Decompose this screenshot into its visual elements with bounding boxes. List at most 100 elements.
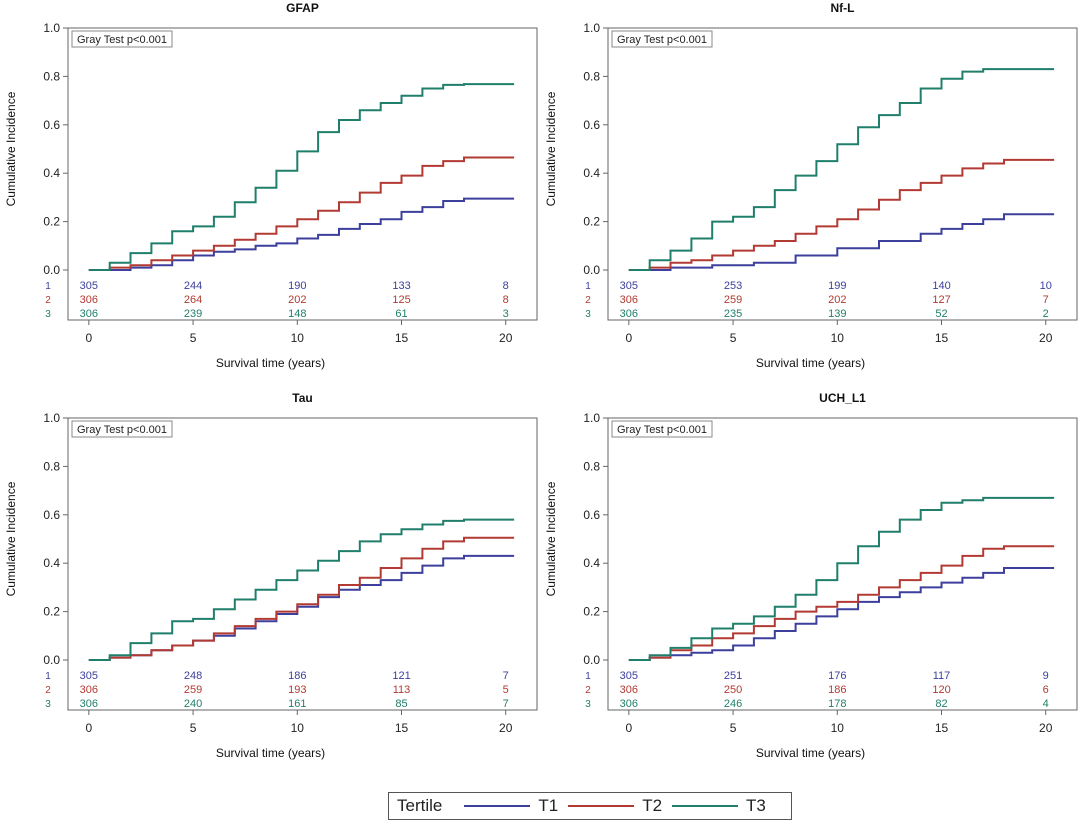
y-axis-label: Cumulative Incidence [4, 91, 18, 206]
series-line-t1 [88, 554, 515, 661]
risk-table-cell: 8 [503, 280, 509, 292]
y-tick-label: 0.0 [43, 263, 60, 277]
legend-line-t3 [672, 805, 739, 807]
risk-table-cell: 253 [724, 280, 742, 292]
plot-frame [607, 417, 1078, 711]
x-tick-label: 20 [499, 721, 513, 735]
y-tick-label: 0.2 [583, 215, 600, 229]
legend-line-t2 [568, 805, 635, 807]
y-axis-label: Cumulative Incidence [4, 481, 18, 596]
risk-table-cell: 148 [288, 308, 306, 320]
risk-table-cell: 85 [395, 698, 407, 710]
series-line-t2 [88, 536, 515, 661]
y-tick-label: 0.8 [583, 459, 600, 473]
risk-table-cell: 161 [288, 698, 306, 710]
risk-table-cell: 7 [503, 698, 509, 710]
risk-table-cell: 202 [288, 294, 306, 306]
chart-title: UCH_L1 [819, 391, 866, 405]
chart-panel-tau: Tau 0.0 0.2 0.4 0.6 0.8 1.0 0 5 10 15 20 Survival ti… [0, 390, 540, 770]
x-tick-label: 15 [935, 721, 949, 735]
risk-table-cell: 239 [184, 308, 202, 320]
x-tick-label: 20 [1039, 721, 1053, 735]
gray-test-annotation: Gray Test p<0.001 [71, 30, 173, 48]
y-tick-label: 0.2 [583, 605, 600, 619]
risk-table-cell: 61 [395, 308, 407, 320]
risk-table-cell: 251 [724, 670, 742, 682]
legend-entry-t3: T3 [672, 796, 766, 816]
risk-table-cell: 202 [828, 294, 846, 306]
annotation-box [71, 30, 173, 48]
risk-table-cell: 305 [620, 280, 638, 292]
chart-uchl1: UCH_L1 0.0 0.2 0.4 0.6 0.8 1.0 0 5 10 15 20 Survival… [544, 391, 1078, 760]
annotation-text: Gray Test p<0.001 [617, 424, 707, 436]
x-tick-label: 10 [291, 331, 305, 345]
risk-table-cell: 82 [935, 698, 947, 710]
y-tick-label: 0.4 [583, 166, 600, 180]
legend-label-t2: T2 [642, 796, 663, 815]
risk-row-label: 3 [45, 309, 51, 320]
risk-table-cell: 8 [503, 294, 509, 306]
risk-table-cell: 186 [828, 684, 846, 696]
chart-gfap: GFAP 0.0 0.2 0.4 0.6 0.8 1.0 0 5 10 15 20 Survival t… [4, 1, 538, 370]
x-tick-label: 10 [291, 721, 305, 735]
y-tick-label: 0.0 [43, 653, 60, 667]
y-tick-label: 0.4 [43, 556, 60, 570]
risk-row-label: 2 [45, 295, 51, 306]
series-line-t3 [628, 496, 1055, 661]
x-tick-label: 10 [831, 331, 845, 345]
x-tick-label: 10 [831, 721, 845, 735]
risk-table-cell: 190 [288, 280, 306, 292]
risk-table-cell: 139 [828, 308, 846, 320]
risk-table-cell: 248 [184, 670, 202, 682]
risk-table-cell: 246 [724, 698, 742, 710]
risk-table-cell: 113 [393, 684, 411, 696]
risk-table-cell: 305 [620, 670, 638, 682]
risk-table-cell: 52 [935, 308, 947, 320]
y-tick-label: 0.6 [43, 508, 60, 522]
legend-line-t1 [464, 805, 531, 807]
risk-table-cell: 306 [620, 698, 638, 710]
risk-table-cell: 6 [1043, 684, 1049, 696]
chart-title: Nf-L [831, 1, 855, 15]
x-tick-label: 15 [935, 331, 949, 345]
y-tick-label: 0.6 [583, 508, 600, 522]
risk-table-cell: 240 [184, 698, 202, 710]
risk-table-cell: 235 [724, 308, 742, 320]
risk-table-cell: 125 [392, 294, 410, 306]
risk-table-cell: 306 [80, 308, 98, 320]
plot-frame [67, 417, 538, 711]
plot-frame [67, 27, 538, 321]
x-axis-label: Survival time (years) [216, 356, 325, 370]
gray-test-annotation: Gray Test p<0.001 [71, 420, 173, 438]
risk-table-cell: 4 [1043, 698, 1049, 710]
chart-title: GFAP [286, 1, 319, 15]
risk-table-cell: 259 [724, 294, 742, 306]
risk-table-cell: 117 [933, 670, 951, 682]
y-tick-label: 0.4 [583, 556, 600, 570]
risk-row-label: 1 [45, 671, 51, 682]
annotation-box [611, 420, 713, 438]
risk-table-cell: 305 [80, 670, 98, 682]
risk-table-cell: 127 [932, 294, 950, 306]
legend-entry-t2: T2 [568, 796, 662, 816]
series-line-t1 [628, 567, 1055, 661]
risk-table-cell: 250 [724, 684, 742, 696]
risk-table-cell: 7 [1043, 294, 1049, 306]
x-axis-label: Survival time (years) [756, 356, 865, 370]
chart-panel-gfap: GFAP 0.0 0.2 0.4 0.6 0.8 1.0 0 5 10 15 20 Survival t… [0, 0, 540, 380]
series-line-t3 [88, 83, 515, 271]
x-tick-label: 0 [86, 331, 93, 345]
x-tick-label: 0 [626, 721, 633, 735]
y-tick-label: 0.8 [43, 69, 60, 83]
y-axis-label: Cumulative Incidence [544, 481, 558, 596]
series-line-t2 [88, 156, 515, 271]
y-tick-label: 0.6 [43, 118, 60, 132]
x-axis-label: Survival time (years) [216, 746, 325, 760]
y-tick-label: 1.0 [583, 21, 600, 35]
x-tick-label: 20 [1039, 331, 1053, 345]
x-tick-label: 5 [190, 721, 197, 735]
risk-row-label: 3 [585, 309, 591, 320]
risk-table-cell: 140 [932, 280, 950, 292]
series-line-t3 [88, 518, 515, 661]
risk-table-cell: 305 [80, 280, 98, 292]
